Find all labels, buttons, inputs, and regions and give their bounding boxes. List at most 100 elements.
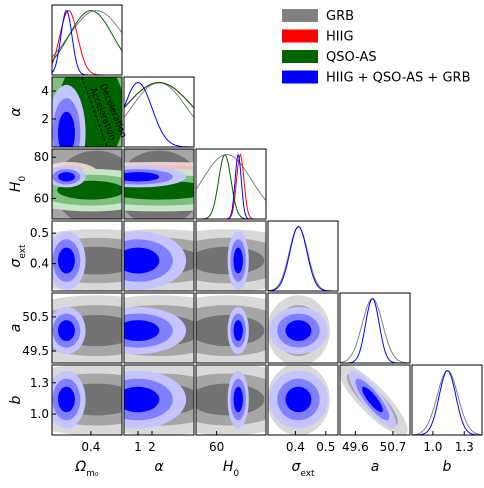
density-curve bbox=[52, 10, 122, 62]
y-tick-label: 80 bbox=[34, 150, 49, 164]
axis-label: σext bbox=[8, 244, 28, 268]
y-tick-label: 50.5 bbox=[22, 310, 49, 324]
density-curve bbox=[268, 226, 338, 291]
density-curve bbox=[412, 370, 482, 435]
panel bbox=[196, 365, 266, 435]
y-tick-label: 0.4 bbox=[30, 257, 49, 271]
x-tick-label: 1.0 bbox=[423, 440, 442, 454]
panel-frame bbox=[267, 364, 339, 436]
density-curve bbox=[196, 154, 266, 201]
panel bbox=[52, 77, 122, 147]
density-curve bbox=[124, 82, 194, 109]
panel bbox=[124, 149, 194, 219]
panel bbox=[196, 229, 266, 291]
contour bbox=[58, 247, 75, 274]
panel bbox=[412, 370, 482, 435]
axis-label: b bbox=[8, 395, 24, 404]
panel-frame bbox=[195, 148, 267, 220]
panel-frame bbox=[51, 4, 123, 76]
contour bbox=[285, 386, 312, 413]
axis-label: Ωm₀ bbox=[74, 459, 98, 479]
density-curve bbox=[340, 298, 410, 363]
contour bbox=[233, 320, 243, 341]
axis-label: H0 bbox=[8, 176, 28, 193]
x-tick-label: 0.5 bbox=[316, 440, 335, 454]
panel bbox=[124, 229, 194, 291]
contour bbox=[58, 320, 75, 341]
panel-frame bbox=[51, 148, 123, 220]
panel-frame bbox=[51, 220, 123, 292]
density-curve bbox=[52, 10, 122, 75]
panel-frame bbox=[195, 364, 267, 436]
panel-frame bbox=[411, 364, 483, 436]
label-main: α bbox=[8, 107, 24, 117]
x-tick-label: 60 bbox=[209, 440, 224, 454]
label-main: H bbox=[223, 459, 234, 475]
panel-frame bbox=[123, 220, 195, 292]
contour bbox=[233, 386, 243, 413]
axis-label: H0 bbox=[223, 459, 240, 479]
label-main: Ω bbox=[74, 459, 86, 475]
legend-swatch bbox=[282, 9, 318, 22]
panel bbox=[196, 295, 266, 363]
y-tick-label: 0.5 bbox=[30, 226, 49, 240]
density-curve bbox=[124, 82, 194, 147]
label-main: b bbox=[443, 459, 452, 475]
density-curve bbox=[52, 10, 122, 58]
label-main: a bbox=[8, 324, 24, 333]
label-sub: 0 bbox=[233, 469, 239, 479]
contour bbox=[58, 111, 75, 147]
panel-frame bbox=[267, 292, 339, 364]
contour bbox=[285, 320, 312, 341]
panel bbox=[268, 226, 338, 291]
panel bbox=[268, 365, 330, 435]
x-tick-label: 0.4 bbox=[81, 440, 100, 454]
panel-frame bbox=[51, 292, 123, 364]
y-tick-label: 60 bbox=[34, 191, 49, 205]
panel-frame bbox=[195, 220, 267, 292]
axis-label: α bbox=[154, 459, 164, 475]
axis-label: a bbox=[8, 324, 24, 333]
label-main: σ bbox=[291, 459, 301, 475]
density-curve bbox=[340, 297, 410, 363]
contour bbox=[58, 172, 75, 182]
label-main: a bbox=[371, 459, 380, 475]
panel bbox=[340, 297, 410, 363]
panel bbox=[52, 10, 122, 75]
panel-frame bbox=[339, 364, 411, 436]
legend-label: HIIG bbox=[326, 30, 354, 45]
density-curve bbox=[196, 153, 266, 219]
axis-label: σext bbox=[291, 459, 315, 479]
panel bbox=[124, 295, 194, 363]
panel-frame bbox=[123, 292, 195, 364]
divider bbox=[81, 76, 108, 148]
x-tick-label: 2 bbox=[148, 440, 156, 454]
panel bbox=[52, 365, 122, 435]
contour bbox=[124, 386, 160, 413]
contour bbox=[124, 172, 160, 182]
panel bbox=[340, 365, 408, 435]
panel-frame bbox=[51, 76, 123, 148]
legend-swatch bbox=[282, 50, 318, 63]
contour bbox=[362, 386, 383, 413]
density-curve bbox=[124, 82, 194, 118]
panel bbox=[52, 295, 122, 363]
axis-label: a bbox=[371, 459, 380, 475]
label-main: σ bbox=[8, 258, 24, 268]
legend-label: HIIG + QSO-AS + GRB bbox=[326, 71, 471, 86]
label-sub: m₀ bbox=[86, 469, 99, 479]
panel-frame bbox=[123, 76, 195, 148]
panel bbox=[52, 229, 122, 291]
panel-frame bbox=[267, 220, 339, 292]
contour bbox=[124, 247, 160, 274]
panel-frame bbox=[339, 292, 411, 364]
density-curve bbox=[196, 154, 266, 219]
legend-label: GRB bbox=[326, 9, 354, 24]
y-tick-label: 1.0 bbox=[30, 407, 49, 421]
contour bbox=[233, 247, 243, 274]
density-curve bbox=[196, 152, 266, 219]
y-tick-label: 49.5 bbox=[22, 344, 49, 358]
contour bbox=[196, 246, 265, 275]
density-curve bbox=[52, 10, 122, 75]
